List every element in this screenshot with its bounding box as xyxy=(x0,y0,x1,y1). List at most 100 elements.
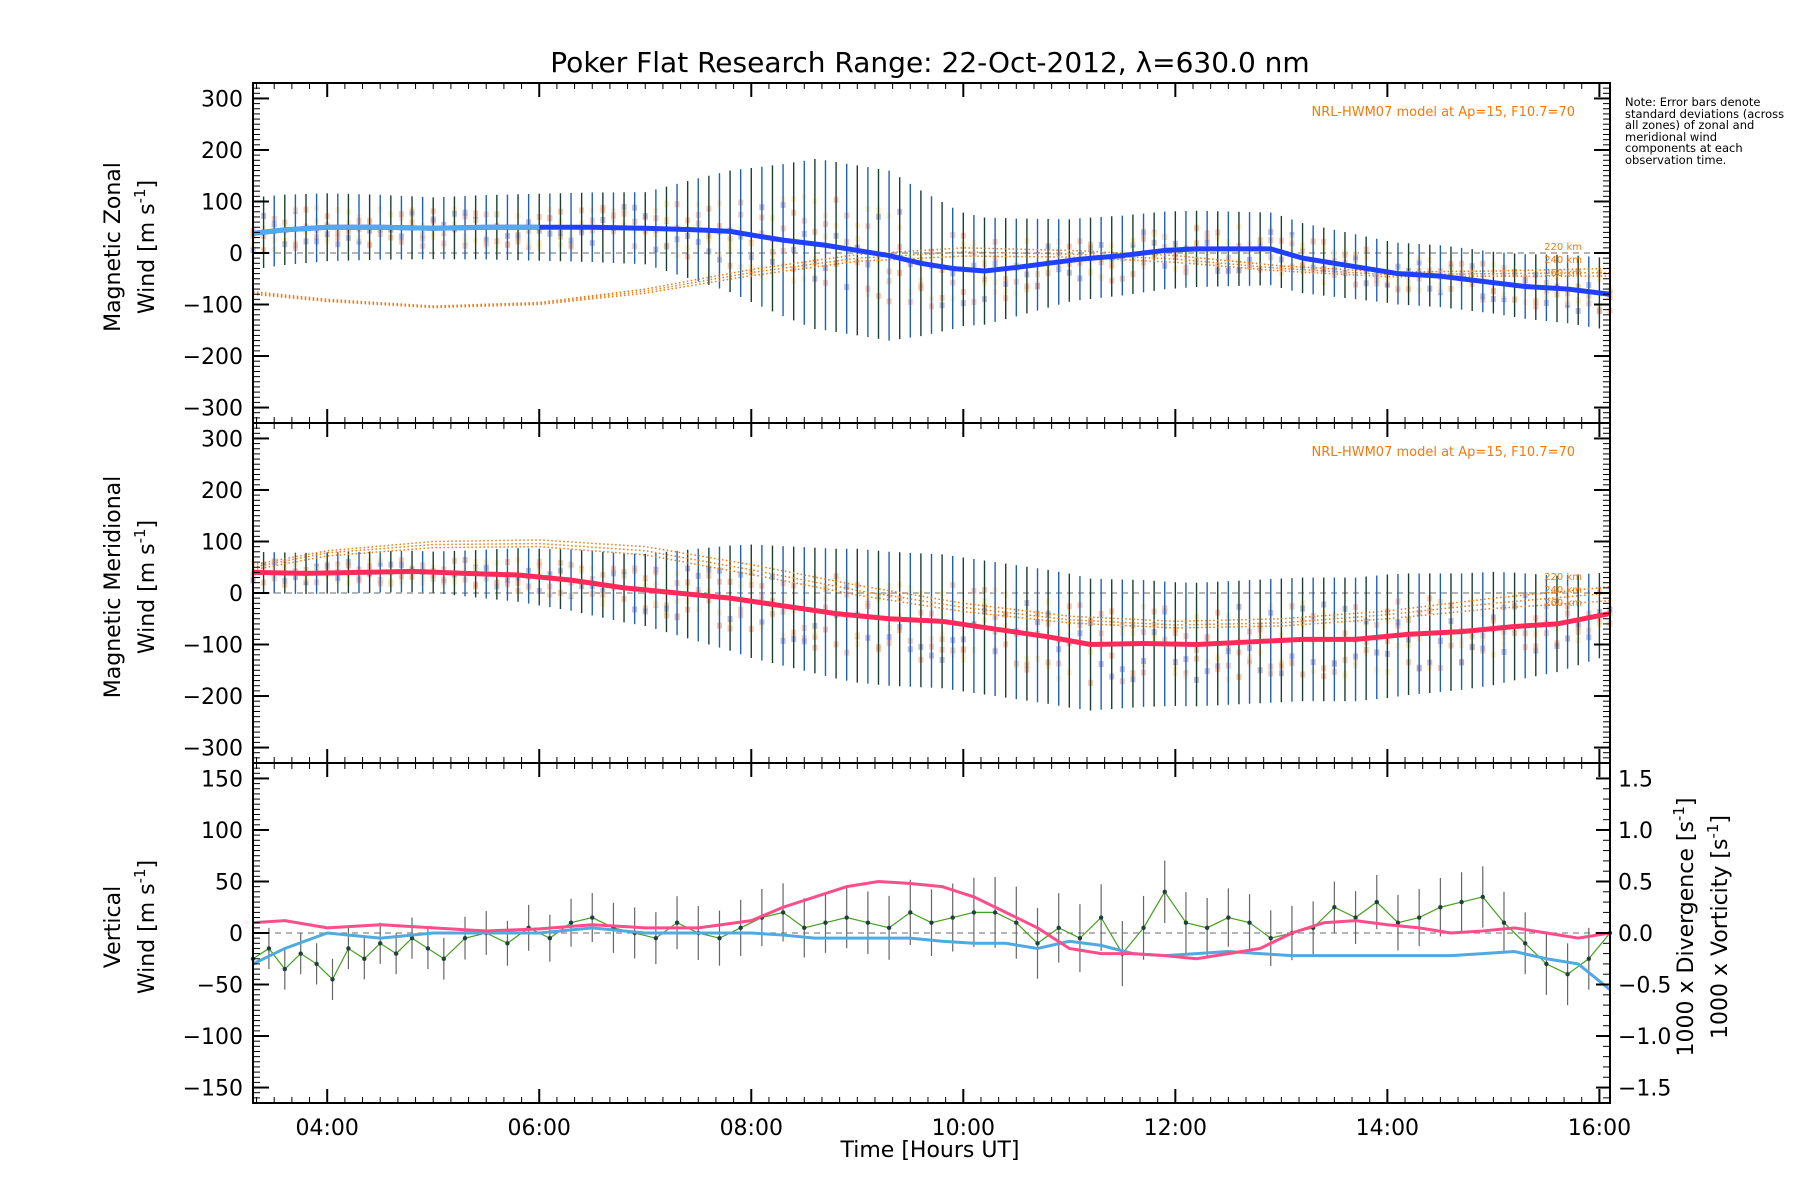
meridional-tick-label: −300 xyxy=(183,737,243,762)
vertical-wind-point xyxy=(1353,915,1358,920)
x-tick-label: 12:00 xyxy=(1144,1116,1207,1141)
vertical-wind-point xyxy=(441,956,447,961)
divergence-ylabel: 1000 x Divergence [s-1] xyxy=(1670,798,1699,1057)
zonal-ylabel-line1: Magnetic Zonal xyxy=(101,162,126,332)
meridional-model-curve-220km xyxy=(252,539,1611,623)
vertical-wind-point xyxy=(1162,889,1167,894)
vorticity-line xyxy=(252,879,1611,961)
vertical-wind-point xyxy=(1332,905,1337,910)
vertical-wind-point xyxy=(266,946,272,951)
zonal-model-label: NRL-HWM07 model at Ap=15, F10.7=70 xyxy=(1312,105,1576,120)
vertical-tick-label: 0 xyxy=(229,922,243,947)
zonal-wind-panel: 220 km 240 km 260 km NRL-HWM07 model at Ap=… xyxy=(183,82,1613,424)
vorticity-ylabel-end: ] xyxy=(1708,815,1733,824)
vertical-tick-label: −100 xyxy=(183,1025,243,1050)
vertical-wind-point xyxy=(823,920,828,925)
vertical-wind-point xyxy=(590,915,595,920)
meridional-altitude-label: 260 km xyxy=(1544,598,1582,609)
vertical-wind-point xyxy=(865,920,871,925)
vertical-wind-point xyxy=(717,935,722,941)
vertical-wind-point xyxy=(908,910,913,915)
meridional-tick-label: 0 xyxy=(229,582,243,607)
vertical-wind-point xyxy=(802,925,807,931)
meridional-tick-label: 200 xyxy=(201,479,243,504)
zonal-tick-label: 200 xyxy=(201,139,243,164)
zonal-ylabel-sup: -1 xyxy=(131,188,149,203)
meridional-model-curve-240km xyxy=(252,542,1611,626)
vertical-wind-point xyxy=(1459,899,1464,905)
right-axis-tick-label: 1.5 xyxy=(1618,767,1653,792)
vertical-wind-point xyxy=(1204,925,1210,931)
vertical-tick-label: −50 xyxy=(197,974,243,999)
vertical-wind-point xyxy=(1141,925,1146,931)
divergence-ylabel-end: ] xyxy=(1674,798,1699,807)
vertical-wind-point xyxy=(1395,920,1401,925)
vertical-wind-point xyxy=(653,935,659,941)
vertical-ylabel-units: Wind [m s xyxy=(135,883,160,994)
meridional-wind-panel: 220 km 240 km 260 km NRL-HWM07 model at Ap=… xyxy=(183,422,1613,764)
zonal-ylabel-units: Wind [m s xyxy=(135,203,160,314)
vertical-wind-point xyxy=(330,977,335,982)
vertical-ylabel-sup: -1 xyxy=(131,868,149,883)
vertical-wind-point xyxy=(886,925,892,931)
vertical-wind-point xyxy=(393,951,399,956)
vertical-wind-point xyxy=(547,935,553,941)
vorticity-ylabel: 1000 x Vorticity [s-1] xyxy=(1704,815,1733,1039)
vertical-tick-label: 50 xyxy=(215,870,243,895)
meridional-ylabel-line1: Magnetic Meridional xyxy=(101,476,126,698)
vertical-wind-point xyxy=(378,941,383,946)
meridional-ylabel-sup: -1 xyxy=(131,528,149,543)
vertical-wind-point xyxy=(282,966,288,972)
vertical-wind-point xyxy=(971,910,977,915)
right-axis-tick-label: −0.5 xyxy=(1618,974,1671,999)
vorticity-ylabel-text: 1000 x Vorticity [s-1] xyxy=(1704,815,1733,1039)
vertical-wind-point xyxy=(462,935,468,941)
divergence-ylabel-main: 1000 x Divergence [s xyxy=(1674,821,1699,1056)
vertical-wind-point xyxy=(1247,920,1252,925)
vertical-wind-point xyxy=(1226,915,1231,920)
vertical-wind-point xyxy=(298,951,303,956)
x-tick-label: 16:00 xyxy=(1568,1116,1631,1141)
divergence-ylabel-sup: -1 xyxy=(1670,806,1688,821)
vertical-wind-point xyxy=(992,910,998,915)
vertical-ylabel-line1: Vertical xyxy=(101,886,126,968)
meridional-altitude-label: 220 km xyxy=(1544,572,1582,583)
vertical-ylabel-line2: Wind [m s-1] xyxy=(131,860,160,994)
right-axis-tick-label: −1.5 xyxy=(1618,1077,1671,1102)
right-axis-tick-label: −1.0 xyxy=(1618,1025,1671,1050)
zonal-tick-label: −300 xyxy=(183,397,243,422)
vertical-wind-point xyxy=(314,961,319,967)
meridional-model-curve-260km xyxy=(252,545,1611,629)
vertical-wind-point xyxy=(1544,961,1549,967)
x-tick-label: 06:00 xyxy=(508,1116,571,1141)
right-axis-tick-label: 0.5 xyxy=(1618,870,1653,895)
zonal-tick-label: 300 xyxy=(201,87,243,112)
vertical-tick-label: 100 xyxy=(201,819,243,844)
chart-title: Poker Flat Research Range: 22-Oct-2012, … xyxy=(550,46,1309,79)
vertical-wind-point xyxy=(1098,915,1104,920)
vertical-wind-point xyxy=(1014,920,1019,925)
x-tick-label: 08:00 xyxy=(720,1116,783,1141)
meridional-ylabel-line2: Wind [m s-1] xyxy=(131,520,160,654)
vertical-wind-point xyxy=(1522,941,1528,946)
vertical-wind-point xyxy=(1035,941,1040,946)
meridional-tick-label: 100 xyxy=(201,530,243,555)
vertical-wind-panel: −1.5 −1.0 −0.5 0.0 0.5 1.0 1.5 −150 −100 −50 0 50 10… xyxy=(183,762,1671,1141)
zonal-ylabel: Magnetic Zonal Wind [m s-1] xyxy=(101,162,160,332)
right-axis-tick-label: 1.0 xyxy=(1618,819,1653,844)
vertical-wind-point xyxy=(1586,956,1591,961)
vertical-wind-point xyxy=(1480,894,1485,900)
vertical-wind-point xyxy=(929,920,934,925)
x-tick-label: 04:00 xyxy=(296,1116,359,1141)
vertical-wind-point xyxy=(1077,935,1083,941)
zonal-ylabel-line2: Wind [m s-1] xyxy=(131,180,160,314)
vertical-wind-point xyxy=(1565,972,1570,977)
x-tick-label: 10:00 xyxy=(932,1116,995,1141)
vertical-wind-point xyxy=(409,935,415,941)
vertical-wind-point xyxy=(1438,905,1443,910)
vertical-wind-point xyxy=(1374,899,1379,905)
meridional-ylabel-end: ] xyxy=(135,520,160,529)
vertical-ylabel: Vertical Wind [m s-1] xyxy=(101,860,160,994)
zonal-model-curve-240km xyxy=(252,251,1611,308)
